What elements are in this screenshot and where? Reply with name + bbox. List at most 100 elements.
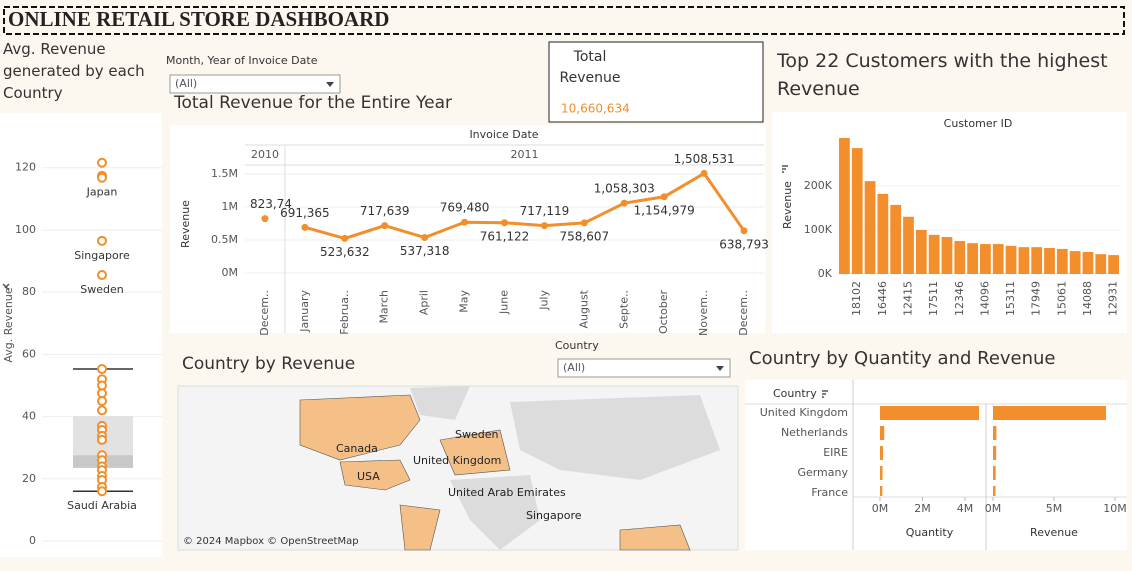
year-label: 2011	[510, 148, 538, 161]
category-label: United Kingdom	[760, 406, 848, 419]
data-label: 717,639	[360, 204, 410, 218]
point	[700, 169, 708, 177]
point	[301, 223, 309, 231]
point	[97, 235, 107, 246]
point	[501, 219, 508, 227]
x-tick-label: 15061	[1055, 281, 1068, 316]
x-tick-label: May	[458, 290, 471, 313]
map-attribution: © 2024 Mapbox © OpenStreetMap	[183, 536, 359, 547]
kpi-value: 10,660,634	[561, 102, 630, 116]
point	[97, 405, 107, 416]
land	[450, 475, 540, 550]
y-tick-label: 0M	[222, 266, 239, 279]
title-frame	[3, 6, 1125, 35]
line	[304, 171, 746, 240]
y-tick-label: 40	[22, 410, 36, 423]
bar	[879, 446, 883, 460]
filter-dropdown[interactable]	[169, 74, 341, 94]
data-label: 537,318	[400, 244, 450, 258]
map-label: United Kingdom	[413, 454, 501, 467]
bar	[890, 204, 902, 274]
x-tick-label: 4M	[957, 502, 974, 515]
country-shape[interactable]	[439, 429, 511, 476]
category-label: Netherlands	[781, 426, 848, 439]
point	[261, 215, 269, 223]
sort-icon[interactable]	[822, 390, 828, 398]
bar	[992, 244, 1004, 274]
point	[381, 222, 389, 230]
data-label: 769,480	[440, 201, 490, 215]
x-tick-label: 18102	[850, 281, 863, 316]
country-shape[interactable]	[299, 394, 421, 461]
data-label: 1,508,531	[674, 152, 735, 166]
x-tick-label: Februa..	[338, 290, 351, 335]
x-tick-label: April	[418, 290, 431, 315]
bar	[1031, 247, 1043, 274]
x-tick-label: August	[577, 289, 590, 328]
chart-title: Top 22 Customers with the highest Revenu…	[777, 50, 1108, 100]
point	[540, 222, 548, 230]
filter-dropdown[interactable]	[557, 358, 731, 378]
x-tick-label: Septe..	[617, 290, 630, 329]
category-label: EIRE	[823, 446, 848, 459]
x-tick-label: October	[657, 290, 670, 334]
bar	[1018, 247, 1030, 274]
bar	[993, 466, 996, 480]
kpi-title: Total Revenue	[559, 49, 621, 86]
point	[580, 219, 588, 227]
x-tick-label: January	[298, 290, 311, 333]
point	[620, 199, 628, 207]
y-tick-label: 100K	[804, 223, 833, 236]
filter-label: Country	[555, 339, 599, 352]
sort-icon[interactable]	[782, 165, 788, 173]
data-label: 758,607	[560, 229, 610, 243]
data-label: 1,058,303	[594, 182, 655, 196]
panel	[772, 112, 1127, 333]
y-tick-label: 0K	[818, 267, 833, 280]
map-label: Singapore	[526, 509, 582, 522]
bar	[954, 240, 966, 274]
data-label: 691,365	[280, 206, 330, 220]
chart-title: Country by Quantity and Revenue	[749, 348, 1056, 369]
y-tick-label: 20	[22, 472, 36, 485]
bar	[877, 193, 889, 274]
x-tick-label: Decem..	[737, 290, 750, 336]
data-label: 1,154,979	[634, 203, 695, 217]
x-tick-label: 16446	[876, 281, 889, 316]
bar	[864, 181, 876, 274]
pin-icon	[2, 283, 10, 291]
bar	[993, 406, 1106, 420]
bar	[1095, 254, 1107, 274]
data-label: 717,119	[520, 204, 570, 218]
x-tick-label: 5M	[1046, 502, 1063, 515]
x-tick-label: 12415	[902, 281, 915, 316]
point	[97, 434, 107, 445]
y-tick-label: 100	[15, 223, 36, 236]
y-axis-title: Revenue	[179, 200, 192, 248]
land	[410, 386, 470, 420]
map: Canada USA Sweden United Kingdom United …	[177, 385, 739, 551]
y-tick-label: 200K	[804, 179, 833, 192]
bar	[928, 234, 940, 274]
point	[421, 234, 429, 242]
point-label: Saudi Arabia	[67, 499, 137, 512]
data-label: 638,793	[719, 237, 769, 251]
point	[97, 157, 107, 168]
category-label: Germany	[797, 466, 848, 479]
bar	[1056, 248, 1068, 274]
country-shape[interactable]	[619, 524, 691, 551]
category-label: France	[811, 486, 848, 499]
point	[97, 172, 107, 183]
y-tick-label: 0	[29, 534, 36, 547]
point	[461, 218, 469, 226]
x-tick-label: July	[537, 290, 550, 311]
x-axis-title: Invoice Date	[469, 128, 538, 141]
x-axis-title: Quantity	[906, 526, 954, 539]
x-axis-title: Customer ID	[944, 117, 1013, 130]
y-tick-label: 0.5M	[211, 233, 238, 246]
kpi-card	[548, 41, 764, 123]
country-shape[interactable]	[339, 459, 411, 491]
x-tick-label: 14096	[978, 281, 991, 316]
filter-label: Month, Year of Invoice Date	[166, 54, 318, 67]
country-shape[interactable]	[399, 504, 441, 551]
